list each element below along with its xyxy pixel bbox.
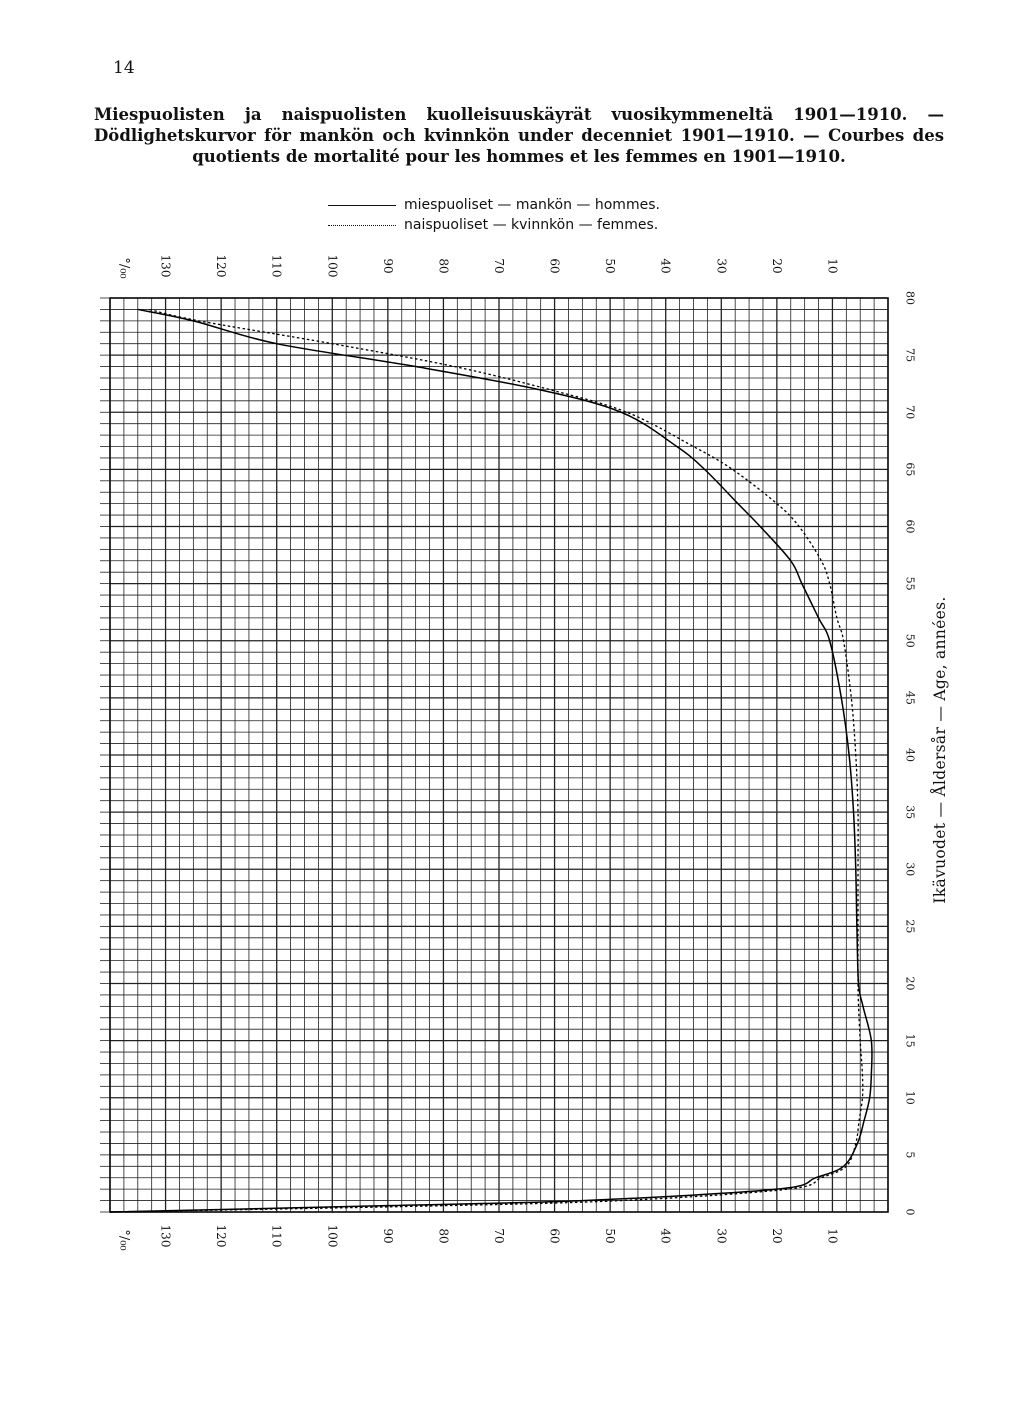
- y-tick-label: 45: [904, 691, 917, 705]
- x-tick-label-bottom: 90: [381, 1228, 395, 1243]
- x-tick-label-bottom: 20: [770, 1228, 784, 1243]
- plot-frame: [109, 297, 889, 1213]
- series-line-men: [109, 308, 873, 1213]
- y-tick-label: 0: [904, 1209, 917, 1216]
- x-unit-label-top: °/₀₀: [116, 257, 131, 278]
- x-tick-label-top: 30: [714, 258, 728, 273]
- y-tick-label: 35: [904, 805, 917, 819]
- y-tick-label: 10: [904, 1091, 917, 1105]
- x-tick-label-bottom: 130: [159, 1225, 173, 1248]
- series-line-women: [109, 308, 864, 1213]
- x-tick-label-bottom: 100: [325, 1225, 339, 1248]
- y-axis-label-text: Ikävuodet — Åldersår — Age, années.: [931, 596, 949, 904]
- x-tick-label-top: 40: [659, 258, 673, 273]
- legend-swatch-solid: [328, 204, 396, 206]
- x-tick-label-top: 70: [492, 258, 506, 273]
- x-tick-label-bottom: 70: [492, 1228, 506, 1243]
- chart-tick-labels: 1301301201201101101001009090808070706060…: [116, 255, 916, 1251]
- y-tick-label: 30: [904, 862, 917, 876]
- x-tick-label-top: 10: [825, 258, 839, 273]
- legend-entry-women: naispuoliset — kvinnkön — femmes.: [328, 217, 658, 233]
- x-tick-label-top: 100: [325, 255, 339, 278]
- y-tick-label: 75: [904, 348, 917, 362]
- chart-series: [109, 308, 873, 1213]
- y-tick-label: 70: [904, 405, 917, 419]
- legend-swatch-dotted: [328, 224, 396, 226]
- y-tick-label: 40: [904, 748, 917, 762]
- legend-label-men: miespuoliset — mankön — hommes.: [404, 197, 660, 213]
- x-tick-label-bottom: 120: [214, 1225, 228, 1248]
- y-tick-label: 80: [904, 291, 917, 305]
- x-tick-label-bottom: 110: [270, 1225, 284, 1248]
- x-tick-label-bottom: 60: [548, 1228, 562, 1243]
- x-tick-label-top: 60: [548, 258, 562, 273]
- x-tick-label-top: 80: [436, 258, 450, 273]
- x-tick-label-top: 20: [770, 258, 784, 273]
- x-tick-label-bottom: 50: [603, 1228, 617, 1243]
- x-tick-label-bottom: 40: [659, 1228, 673, 1243]
- x-tick-label-top: 120: [214, 255, 228, 278]
- y-tick-label: 25: [904, 919, 917, 933]
- x-tick-label-bottom: 30: [714, 1228, 728, 1243]
- y-tick-label: 65: [904, 462, 917, 476]
- x-tick-label-top: 50: [603, 258, 617, 273]
- legend-entry-men: miespuoliset — mankön — hommes.: [328, 197, 660, 213]
- x-tick-label-bottom: 80: [436, 1228, 450, 1243]
- y-tick-label: 5: [904, 1151, 917, 1158]
- x-tick-label-top: 130: [159, 255, 173, 278]
- chart-title: Miespuolisten ja naispuolisten kuolleisu…: [94, 105, 944, 166]
- y-tick-label: 60: [904, 520, 917, 534]
- y-tick-label: 20: [904, 977, 917, 991]
- y-tick-label: 15: [904, 1034, 917, 1048]
- legend-label-women: naispuoliset — kvinnkön — femmes.: [404, 217, 659, 233]
- x-unit-label-bottom: °/₀₀: [116, 1229, 131, 1250]
- y-tick-label: 55: [904, 577, 917, 591]
- x-tick-label-bottom: 10: [825, 1228, 839, 1243]
- x-tick-label-top: 110: [270, 255, 284, 278]
- x-tick-label-top: 90: [381, 258, 395, 273]
- chart-grid: [100, 297, 889, 1213]
- y-tick-label: 50: [904, 634, 917, 648]
- page-number: 14: [113, 58, 135, 78]
